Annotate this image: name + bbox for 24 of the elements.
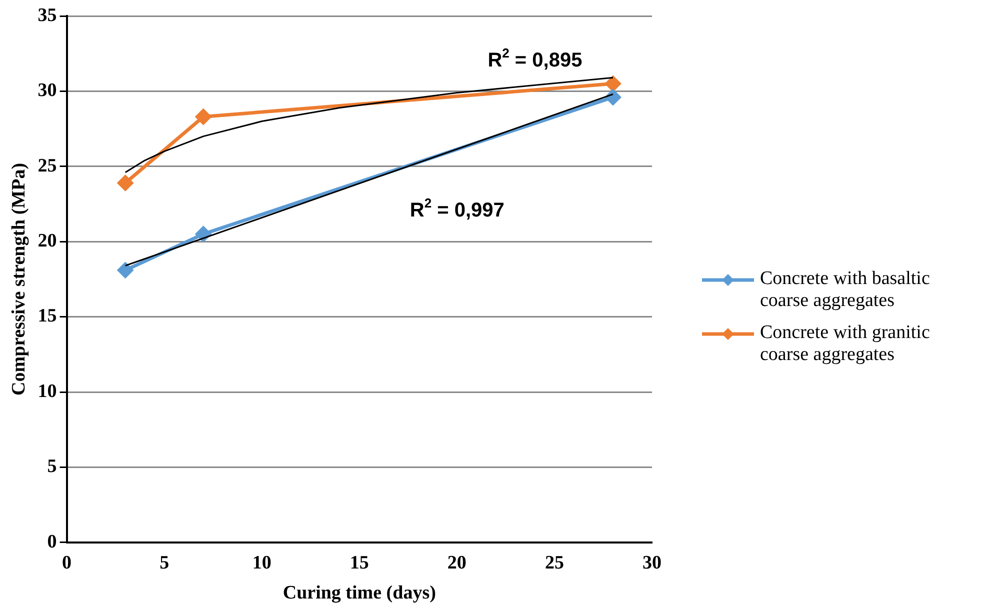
point bbox=[118, 175, 134, 191]
x-tick-label: 0 bbox=[62, 552, 72, 574]
x-tick-label: 30 bbox=[642, 552, 662, 574]
x-tick-label: 20 bbox=[447, 552, 466, 574]
y-tick-label: 25 bbox=[38, 155, 57, 176]
point bbox=[605, 76, 621, 92]
y-tick-label: 20 bbox=[38, 230, 57, 252]
point bbox=[196, 226, 212, 242]
x-tick-label: 15 bbox=[350, 552, 369, 574]
y-tick-label: 10 bbox=[38, 380, 57, 402]
point bbox=[118, 262, 134, 278]
y-tick-label: 0 bbox=[47, 531, 57, 552]
point bbox=[196, 109, 212, 125]
x-tick-label: 5 bbox=[160, 552, 170, 574]
y-tick-label: 15 bbox=[38, 306, 57, 327]
legend-label: Concrete with granitic coarse aggregates bbox=[760, 322, 931, 366]
y-axis-title: Compressive strength (MPa) bbox=[8, 162, 30, 396]
y-tick-label: 5 bbox=[47, 456, 57, 478]
x-tick-label: 25 bbox=[544, 552, 564, 574]
y-tick-label: 35 bbox=[38, 4, 57, 26]
legend-label: Concrete with basaltic coarse aggregates bbox=[760, 268, 931, 312]
x-axis-title: Curing time (days) bbox=[282, 582, 436, 604]
x-tick-label: 10 bbox=[252, 552, 272, 574]
y-tick-label: 30 bbox=[38, 80, 57, 102]
